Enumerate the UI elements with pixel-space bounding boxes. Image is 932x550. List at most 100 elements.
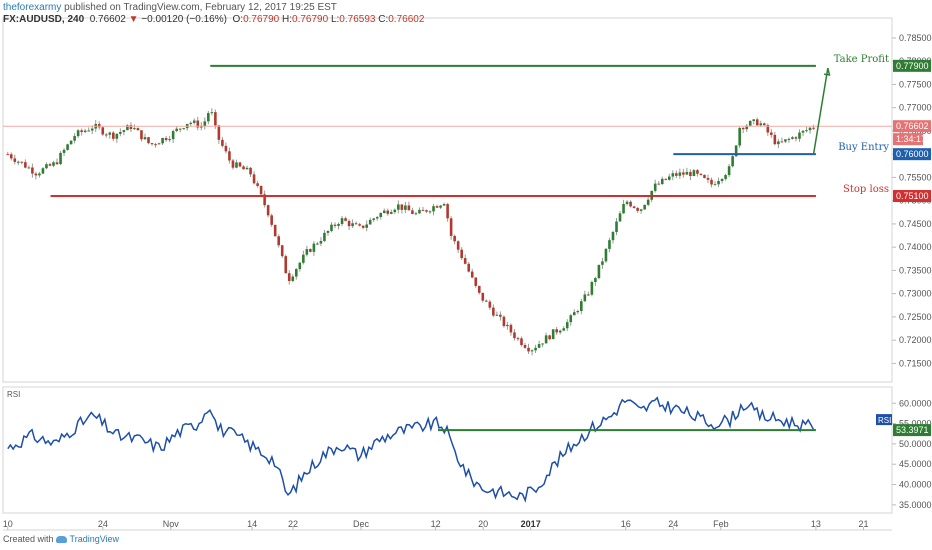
candle-body (175, 128, 178, 132)
time-tick-label: Dec (353, 519, 370, 529)
candle-body (252, 174, 256, 184)
rsi-tick-label: 60.0000 (899, 398, 932, 408)
low-value: 0.76593 (339, 14, 376, 25)
candle-body (639, 209, 643, 211)
change-value: −0.00120 (−0.16%) (141, 14, 227, 25)
high-value: 0.76790 (292, 14, 329, 25)
rsi-pane-frame (2, 386, 893, 514)
candle-body (284, 256, 288, 274)
rsi-tick-label: 40.0000 (899, 480, 932, 490)
candle-body (703, 174, 706, 178)
time-tick-label: 21 (858, 519, 868, 529)
candle-body (692, 170, 696, 177)
candle-body (108, 132, 112, 135)
time-tick-label: 10 (3, 519, 13, 529)
candle-body (467, 263, 471, 272)
candle-body (24, 162, 27, 168)
candle-body (221, 139, 224, 146)
candle-body (664, 178, 668, 180)
candle-body (45, 164, 48, 169)
candle-body (597, 264, 601, 279)
candle-body (794, 137, 798, 139)
candle-body (294, 269, 298, 277)
candle-body (55, 162, 59, 165)
candle-body (569, 315, 573, 323)
time-tick-label: 24 (668, 519, 678, 529)
level-name-buy-entry: Buy Entry (838, 142, 889, 153)
candle-body (386, 210, 390, 214)
level-name-stop-loss: Stop loss (843, 184, 889, 195)
candle-body (101, 127, 105, 135)
symbol-label: FX:AUDUSD, 240 (3, 14, 85, 25)
rsi-badge-label: RSI (878, 416, 891, 425)
candle-body (147, 137, 150, 144)
candle-body (432, 206, 435, 212)
rsi-tick-label: 50.0000 (899, 439, 932, 449)
candle-body (178, 128, 182, 130)
chart-header: theforexarmy published on TradingView.co… (3, 2, 703, 25)
candle-body (808, 127, 812, 131)
candle-body (643, 204, 646, 210)
candle-body (52, 162, 55, 166)
candle-body (442, 204, 446, 206)
author-link[interactable]: theforexarmy (3, 2, 62, 13)
candle-body (351, 223, 354, 227)
down-arrow-icon: ▼ (128, 14, 139, 25)
candle-body (724, 175, 727, 179)
tradingview-link[interactable]: TradingView (69, 534, 120, 544)
candle-body (762, 123, 766, 126)
candle-body (622, 203, 625, 214)
candle-body (150, 143, 154, 145)
candle-body (675, 173, 678, 176)
candle-body (9, 154, 13, 159)
candle-body (629, 201, 632, 207)
candle-body (375, 217, 379, 219)
level-price-label: 0.76000 (896, 149, 929, 159)
candle-body (273, 224, 277, 237)
candle-body (207, 113, 210, 122)
rsi-level-tag (893, 424, 931, 437)
candle-body (59, 152, 62, 165)
candle-body (171, 131, 175, 140)
candle-body (31, 167, 34, 174)
level-price-label: 0.75100 (896, 191, 929, 201)
close-label: C: (378, 14, 389, 25)
candle-body (502, 316, 506, 327)
candle-body (555, 329, 558, 333)
candle-body (196, 120, 200, 128)
candle-body (685, 171, 689, 175)
candle-body (287, 273, 291, 281)
candle-body (400, 204, 404, 210)
candle-body (168, 139, 171, 141)
candle-body (572, 312, 576, 316)
last-value: 0.76602 (89, 14, 126, 25)
candle-body (667, 176, 671, 180)
price-tick-label: 0.77000 (899, 103, 932, 113)
candle-body (210, 112, 214, 114)
candle-body (731, 156, 734, 167)
candle-body (122, 130, 126, 132)
projection-arrow-head (823, 67, 831, 76)
candle-body (773, 134, 777, 145)
candle-body (755, 119, 759, 126)
candle-body (727, 166, 731, 176)
candle-body (812, 127, 815, 129)
candle-body (164, 137, 168, 141)
candle-body (214, 112, 217, 126)
price-tick-label: 0.74500 (899, 219, 932, 229)
candle-body (752, 119, 756, 121)
candle-body (404, 205, 407, 210)
candle-body (249, 167, 252, 175)
candle-body (801, 130, 805, 133)
candle-body (509, 324, 513, 333)
candle-body (583, 294, 587, 302)
candle-body (140, 130, 143, 140)
candle-body (653, 183, 657, 191)
candle-body (565, 322, 569, 329)
level-price-tag (893, 148, 931, 161)
publisher-line: theforexarmy published on TradingView.co… (3, 2, 703, 13)
candle-body (379, 213, 383, 218)
candle-body (277, 236, 281, 246)
candle-body (770, 132, 773, 135)
candle-body (706, 177, 710, 180)
